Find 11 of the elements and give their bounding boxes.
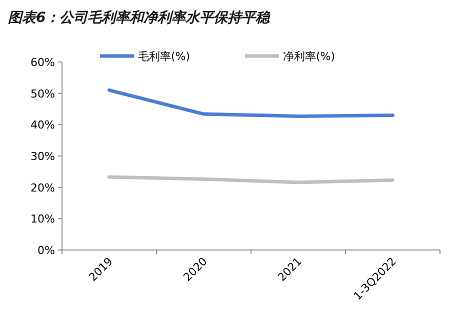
y-tick-label: 30%	[30, 150, 55, 163]
y-tick-label: 20%	[30, 181, 55, 194]
legend-label: 净利率(%)	[283, 50, 336, 63]
line-series	[108, 88, 394, 118]
y-tick-label: 0%	[38, 244, 55, 257]
chart-title: 图表6：公司毛利率和净利率水平保持平稳	[8, 9, 271, 26]
y-tick-label: 40%	[30, 118, 55, 132]
y-tick-label: 50%	[30, 87, 55, 100]
y-tick-label: 60%	[30, 56, 55, 69]
legend-label: 毛利率(%)	[138, 50, 190, 63]
y-tick-label: 10%	[30, 212, 55, 226]
